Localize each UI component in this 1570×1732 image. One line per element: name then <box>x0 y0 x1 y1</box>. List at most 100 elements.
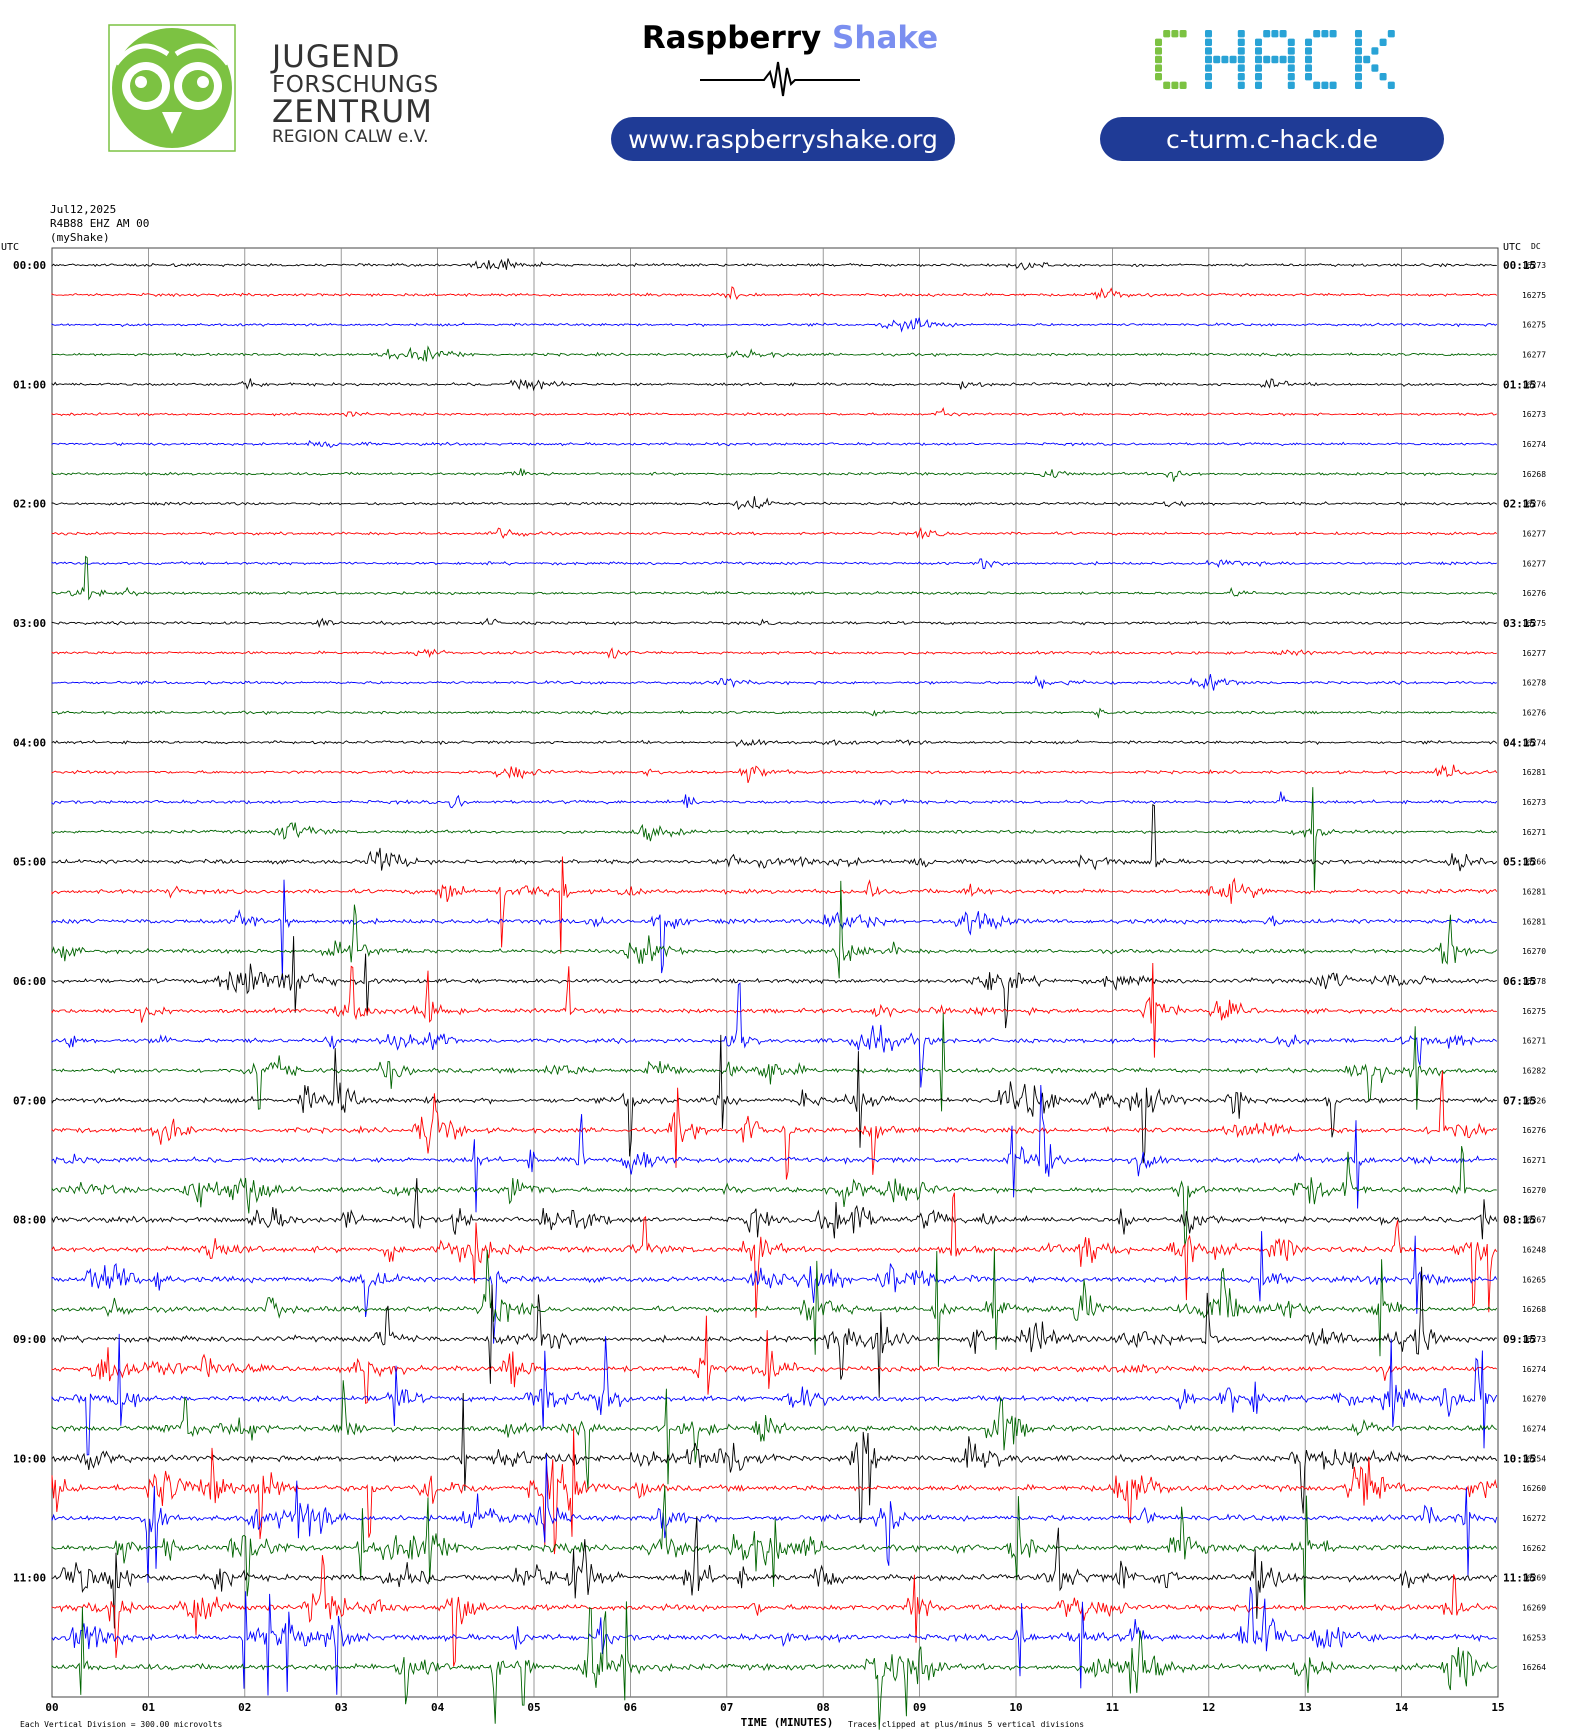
x-tick-label: 05 <box>527 1701 540 1714</box>
chack-logo-pixel <box>1329 81 1337 89</box>
jfz-line3: ZENTRUM <box>272 94 433 131</box>
trace-row-5 <box>51 406 1498 418</box>
dc-value: 16274 <box>1522 1365 1546 1374</box>
chack-logo-pixel <box>1279 30 1287 38</box>
dc-value: 16267 <box>1522 1216 1546 1225</box>
hour-label-left: 08:00 <box>13 1214 46 1227</box>
trace-row-17 <box>51 764 1498 784</box>
dc-value: 16272 <box>1522 1514 1546 1523</box>
chack-logo-pixel <box>1371 47 1379 55</box>
chack-logo-pixel <box>1379 38 1387 46</box>
trace-row-0 <box>51 258 1497 271</box>
chack-logo-pixel <box>1355 55 1362 64</box>
x-tick-label: 03 <box>335 1701 348 1714</box>
chack-logo-pixel <box>1221 55 1229 64</box>
chack-logo-pixel <box>1271 55 1279 64</box>
dc-value: 16273 <box>1522 261 1546 270</box>
chack-logo-pixel <box>1329 30 1337 38</box>
hour-label-left: 11:00 <box>13 1572 46 1585</box>
chack-logo-pixel <box>1155 64 1162 72</box>
raspberry-shake-logo-title: Raspberry Shake <box>640 20 940 56</box>
dc-value: 16254 <box>1522 1454 1546 1463</box>
clipping-note: Traces clipped at plus/minus 5 vertical … <box>848 1720 1084 1729</box>
hour-label-left: 07:00 <box>13 1094 46 1107</box>
dc-value: 16270 <box>1522 1186 1546 1195</box>
chack-logo-pixel <box>1205 55 1212 64</box>
dc-value: 16276 <box>1522 500 1546 509</box>
x-tick-label: 08 <box>817 1701 830 1714</box>
x-tick-label: 06 <box>624 1701 638 1714</box>
dc-value: 16281 <box>1522 917 1546 926</box>
dc-value: 16275 <box>1522 291 1546 300</box>
trace-row-40 <box>51 1392 1498 1524</box>
hour-label-right: 01:15 <box>1503 378 1536 391</box>
utc-right-label: UTC <box>1503 242 1521 253</box>
chack-logo-pixel <box>1171 81 1179 89</box>
chack-logo-pixel <box>1155 73 1162 81</box>
trace-row-46 <box>51 1587 1497 1696</box>
trace-row-29 <box>51 1070 1498 1180</box>
dc-value: 16260 <box>1522 1484 1546 1493</box>
dc-value: 16268 <box>1522 470 1546 479</box>
x-tick-label: 14 <box>1395 1701 1409 1714</box>
trace-row-26 <box>51 982 1498 1088</box>
trace-row-42 <box>51 1454 1498 1583</box>
dc-value: 16273 <box>1522 410 1546 419</box>
chack-logo-pixel <box>1205 81 1212 89</box>
trace-row-23 <box>51 880 1498 979</box>
plot-grid <box>51 247 1499 1698</box>
chack-logo-pixel <box>1205 64 1212 72</box>
chack-logo-pixel <box>1305 64 1312 72</box>
dc-value: 16275 <box>1522 1007 1546 1016</box>
trace-row-6 <box>51 439 1498 448</box>
dc-value: 16274 <box>1522 738 1546 747</box>
x-tick-label: 07 <box>720 1701 733 1714</box>
x-tick-label: 10 <box>1009 1701 1022 1714</box>
chack-logo-pixel <box>1387 30 1395 38</box>
trace-row-43 <box>51 1485 1498 1608</box>
trace-row-41 <box>51 1428 1498 1555</box>
jfz-line2: FORSCHUNGS <box>272 71 439 98</box>
chack-logo-pixel <box>1263 55 1271 64</box>
chack-logo <box>1155 30 1395 89</box>
chack-logo-pixel <box>1355 30 1362 38</box>
trace-row-25 <box>51 962 1497 1058</box>
dc-value: 16276 <box>1522 589 1546 598</box>
dc-value: 16270 <box>1522 947 1546 956</box>
chack-logo-pixel <box>1155 55 1162 64</box>
chack-logo-pixel <box>1305 55 1312 64</box>
chack-url-link[interactable]: c-turm.c-hack.de <box>1100 117 1444 161</box>
raspberryshake-url-link[interactable]: www.raspberryshake.org <box>611 117 955 161</box>
dc-value: 16276 <box>1522 709 1546 718</box>
dc-value: 16265 <box>1522 1275 1546 1284</box>
hour-label-left: 02:00 <box>13 498 46 511</box>
chack-logo-pixel <box>1179 30 1187 38</box>
x-tick-label: 12 <box>1202 1701 1215 1714</box>
seismic-wave-icon <box>700 61 860 97</box>
chack-logo-pixel <box>1363 55 1371 64</box>
dc-value: 16253 <box>1522 1633 1546 1642</box>
chack-logo-pixel <box>1355 38 1362 46</box>
trace-row-44 <box>51 1516 1498 1629</box>
chack-logo-pixel <box>1171 30 1179 38</box>
chack-logo-pixel <box>1237 38 1245 46</box>
jfz-wordmark: JUGEND FORSCHUNGS ZENTRUM REGION CALW e.… <box>272 41 439 147</box>
chack-logo-pixel <box>1163 30 1171 38</box>
chack-logo-pixel <box>1279 55 1287 64</box>
trace-row-28 <box>51 1034 1497 1164</box>
dc-value: 16269 <box>1522 1604 1546 1613</box>
vertical-division-note: Each Vertical Division = 300.00 microvol… <box>20 1720 222 1729</box>
trace-row-10 <box>51 558 1497 570</box>
rs-word2: Shake <box>832 20 939 56</box>
hour-label-right: 02:15 <box>1503 498 1536 511</box>
chack-logo-pixel <box>1237 30 1245 38</box>
header: JUGEND FORSCHUNGS ZENTRUM REGION CALW e.… <box>0 0 1570 190</box>
x-tick-label: 09 <box>913 1701 926 1714</box>
trace-row-21 <box>51 856 1498 954</box>
chack-logo-pixel <box>1271 30 1279 38</box>
jfz-line4: REGION CALW e.V. <box>272 126 429 147</box>
hour-label-right: 03:15 <box>1503 617 1536 630</box>
chack-logo-pixel <box>1237 47 1245 55</box>
hour-label-right: 09:15 <box>1503 1333 1536 1346</box>
station-meta: Jul12,2025 R4B88 EHZ AM 00 (myShake) <box>50 203 149 245</box>
